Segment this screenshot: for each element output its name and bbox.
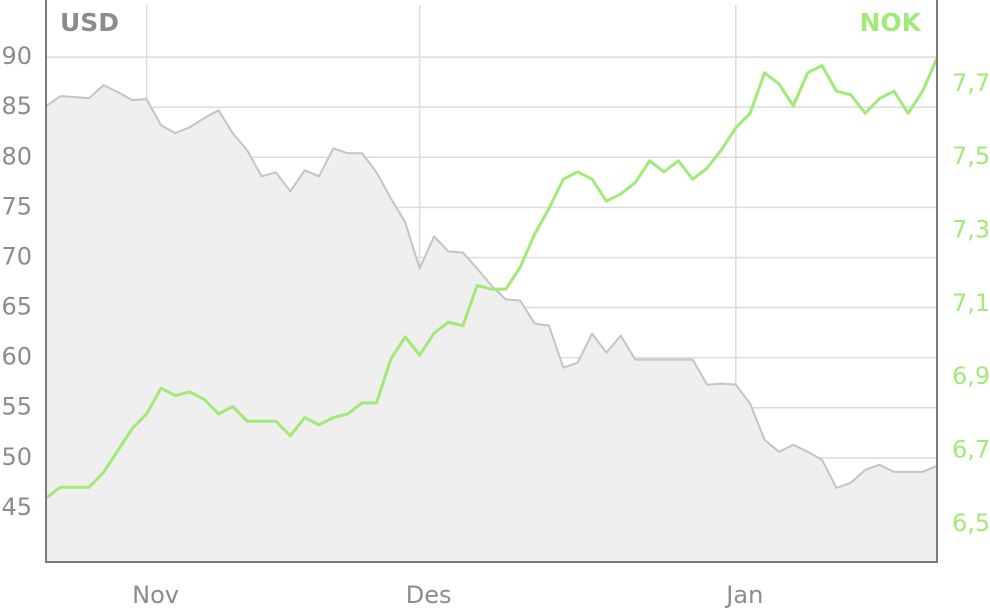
y-tick-label: 65 xyxy=(1,293,32,321)
x-tick-label: Jan xyxy=(724,581,763,609)
y2-tick-label: 6,9 xyxy=(952,362,990,390)
y-tick-label: 85 xyxy=(1,92,32,120)
x-tick-label: Des xyxy=(406,581,452,609)
y-tick-label: 50 xyxy=(1,443,32,471)
series-line xyxy=(45,57,939,500)
y-tick-label: 45 xyxy=(1,493,32,521)
y2-tick-label: 7,1 xyxy=(952,289,990,317)
y2-tick-label: 6,5 xyxy=(952,509,990,537)
y-tick-label: 55 xyxy=(1,393,32,421)
series-line xyxy=(45,84,938,489)
y-tick-label: 75 xyxy=(1,192,32,220)
y-tick-label: 70 xyxy=(1,242,32,270)
y-tick-label: 80 xyxy=(1,142,32,170)
y-tick-label: 90 xyxy=(1,42,32,70)
y2-tick-label: 7,7 xyxy=(952,69,990,97)
area xyxy=(46,85,937,562)
y-tick-label: 60 xyxy=(1,343,32,371)
y2-tick-label: 7,5 xyxy=(952,142,990,170)
series-name: NOK xyxy=(859,8,922,37)
x-tick-label: Nov xyxy=(132,581,179,609)
y2-tick-label: 6,7 xyxy=(952,436,990,464)
y2-tick-label: 7,3 xyxy=(952,216,990,244)
series-name: USD xyxy=(60,8,119,37)
